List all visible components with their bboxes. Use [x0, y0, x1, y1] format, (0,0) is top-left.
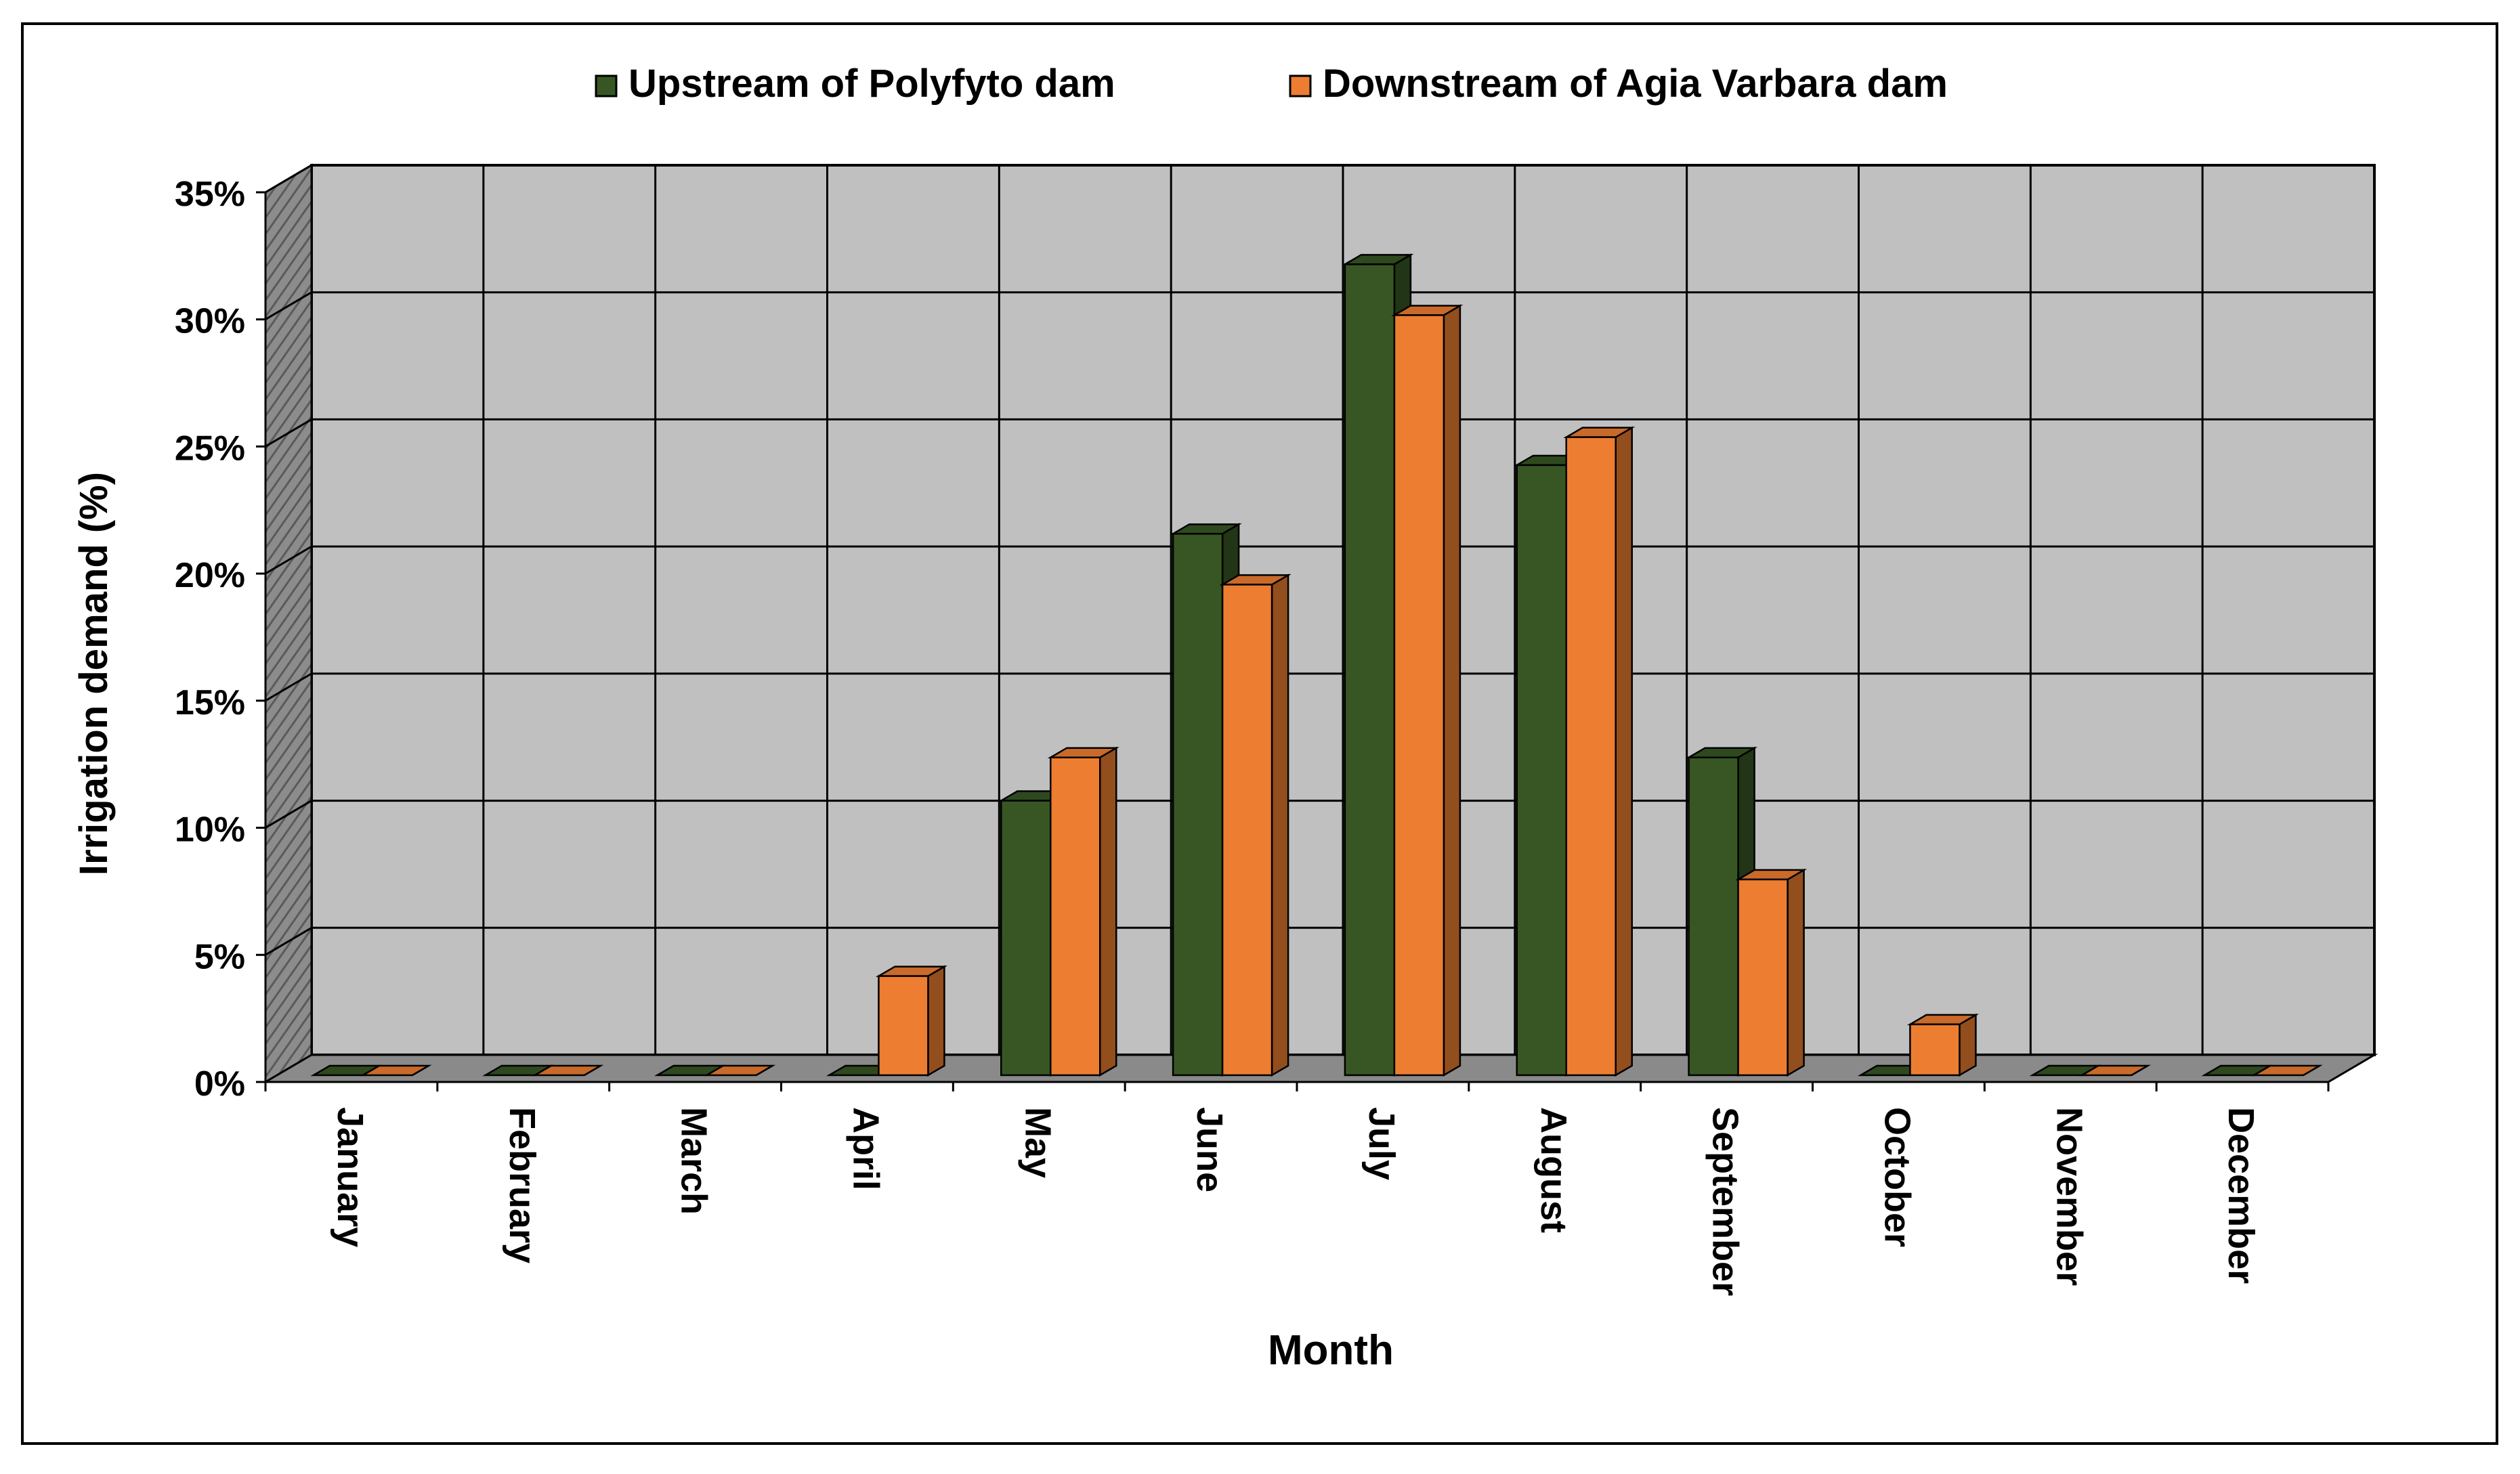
bar-side: [1270, 573, 1289, 1077]
x-axis-title: Month: [1268, 1327, 1394, 1374]
gridline-side: [265, 926, 312, 956]
bar-september-downstream: [1734, 868, 1808, 1077]
x-tick-label: December: [2221, 1107, 2261, 1284]
x-tick-label: May: [1017, 1107, 1058, 1178]
bar-march-downstream: [703, 1064, 776, 1077]
gridlines: [265, 164, 2374, 1055]
axes: 0% 5% 10% 15% 20% 25% 30% 35% January February Mar…: [175, 175, 2330, 1296]
bar-front: [1050, 756, 1101, 1077]
bar-october-downstream: [1906, 1013, 1980, 1077]
gridline-side: [265, 418, 312, 448]
y-tick-label: 15%: [175, 683, 245, 722]
plot-walls: [261, 163, 2378, 1084]
x-tick-label: September: [1705, 1107, 1746, 1296]
x-tick-label: March: [674, 1107, 714, 1215]
bar-top: [2078, 1064, 2151, 1077]
x-tick-label: April: [845, 1107, 886, 1190]
legend-swatch: [595, 74, 618, 97]
bar-november-downstream: [2078, 1064, 2151, 1077]
bar-top: [360, 1064, 432, 1077]
x-tick-label: October: [1877, 1107, 1917, 1247]
bar-front: [1909, 1023, 1961, 1077]
bar-may-downstream: [1047, 746, 1119, 1077]
bar-january-downstream: [360, 1064, 432, 1077]
bar-front: [1393, 314, 1445, 1077]
bar-top: [703, 1064, 776, 1077]
x-tick-label: June: [1189, 1107, 1230, 1192]
y-tick-label: 25%: [175, 429, 245, 468]
gridline-side: [265, 545, 312, 575]
bar-august-downstream: [1563, 426, 1636, 1077]
bars: [310, 253, 2323, 1077]
bar-side: [1615, 426, 1633, 1077]
bar-front: [1344, 263, 1396, 1077]
x-tick-label: January: [330, 1107, 370, 1247]
gridline-side: [265, 800, 312, 829]
bar-front: [1221, 584, 1273, 1077]
bar-front: [878, 975, 929, 1077]
gridline-side: [265, 291, 312, 321]
bar-front: [1172, 533, 1224, 1077]
bar-side: [1099, 746, 1117, 1077]
bar-july-downstream: [1391, 304, 1464, 1077]
x-tick-label: November: [2049, 1107, 2089, 1286]
bar-front: [1737, 878, 1789, 1077]
bar-side: [1443, 304, 1461, 1077]
x-tick-label: February: [502, 1107, 542, 1263]
bar-side: [1787, 868, 1805, 1077]
bar-side: [927, 965, 945, 1077]
x-tick-label: July: [1361, 1107, 1402, 1180]
gridline-side: [265, 672, 312, 702]
y-tick-label: 10%: [175, 810, 245, 850]
legend: Upstream of Polyfyto dam Downstream of Ag…: [595, 62, 1948, 106]
y-axis-title: Irrigation demand (%): [72, 472, 116, 875]
legend-swatch: [1289, 74, 1312, 97]
bar-june-downstream: [1219, 573, 1291, 1077]
bar-side: [1959, 1013, 1977, 1077]
legend-label: Downstream of Agia Varbara dam: [1323, 62, 1948, 106]
y-tick-label: 20%: [175, 556, 245, 595]
bar-front: [1688, 756, 1739, 1077]
y-tick-label: 30%: [175, 302, 245, 341]
gridline-side: [265, 164, 312, 194]
y-tick-label: 5%: [194, 937, 245, 976]
y-tick-label: 0%: [194, 1064, 245, 1104]
y-tick-label: 35%: [175, 175, 245, 214]
side-wall: [264, 163, 313, 1084]
bar-top: [532, 1064, 604, 1077]
bar-top: [2250, 1064, 2323, 1077]
bar-front: [1565, 436, 1617, 1077]
bar-front: [1000, 800, 1052, 1077]
bar-april-downstream: [875, 965, 948, 1077]
bar-december-downstream: [2250, 1064, 2323, 1077]
bar-front: [1516, 464, 1567, 1077]
legend-label: Upstream of Polyfyto dam: [628, 62, 1115, 106]
x-tick-label: August: [1533, 1107, 1574, 1233]
bar-february-downstream: [532, 1064, 604, 1077]
